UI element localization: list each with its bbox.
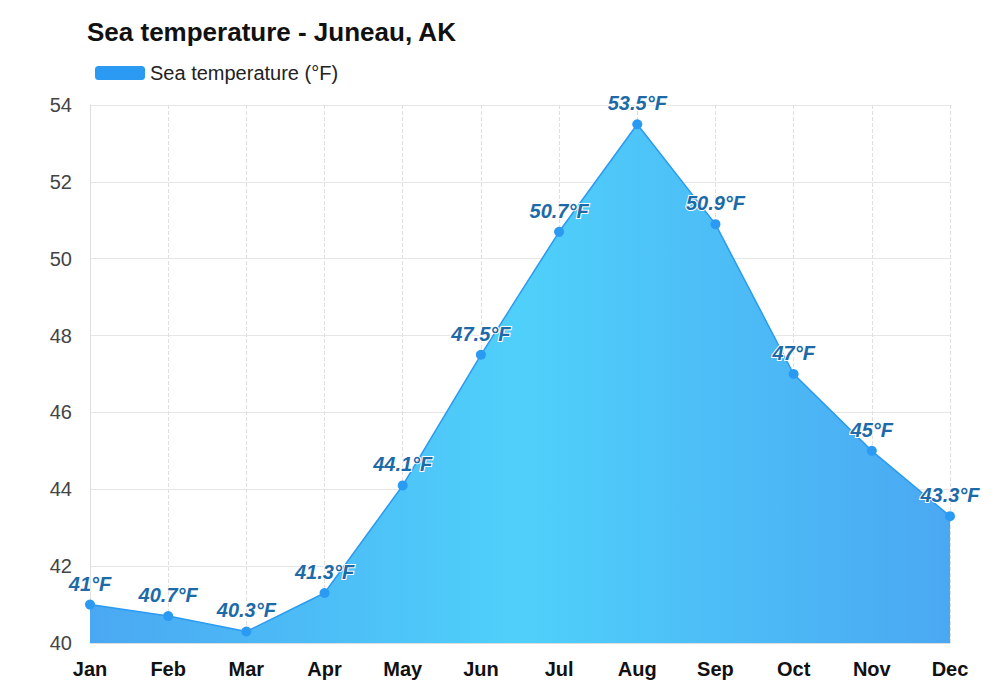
svg-text:Jun: Jun	[463, 658, 499, 680]
svg-text:Mar: Mar	[229, 658, 265, 680]
svg-text:Feb: Feb	[150, 658, 186, 680]
svg-text:Apr: Apr	[307, 658, 342, 680]
svg-text:40.7°F: 40.7°F	[138, 584, 199, 606]
svg-text:45°F: 45°F	[850, 419, 894, 441]
svg-text:40.3°F: 40.3°F	[216, 599, 277, 621]
svg-text:50: 50	[50, 248, 72, 270]
svg-text:Jul: Jul	[545, 658, 574, 680]
svg-text:Sep: Sep	[697, 658, 734, 680]
svg-text:May: May	[383, 658, 423, 680]
svg-text:Dec: Dec	[932, 658, 969, 680]
svg-text:43.3°F: 43.3°F	[919, 484, 980, 506]
svg-text:44: 44	[50, 478, 72, 500]
svg-text:46: 46	[50, 401, 72, 423]
svg-text:Aug: Aug	[618, 658, 657, 680]
svg-text:Oct: Oct	[777, 658, 811, 680]
svg-text:Sea temperature - Juneau, AK: Sea temperature - Juneau, AK	[87, 17, 456, 47]
svg-text:Nov: Nov	[853, 658, 892, 680]
svg-text:54: 54	[50, 94, 72, 116]
svg-text:50.7°F: 50.7°F	[530, 200, 590, 222]
svg-text:44.1°F: 44.1°F	[372, 453, 433, 475]
svg-text:47°F: 47°F	[771, 342, 815, 364]
svg-text:42: 42	[49, 555, 72, 578]
svg-text:41.3°F: 41.3°F	[294, 561, 355, 583]
svg-text:52: 52	[50, 171, 72, 193]
svg-text:53.5°F: 53.5°F	[608, 92, 668, 114]
svg-text:48: 48	[50, 325, 72, 347]
svg-text:50.9°F: 50.9°F	[686, 192, 746, 214]
svg-text:47.5°F: 47.5°F	[450, 323, 511, 345]
svg-text:40: 40	[50, 632, 72, 654]
svg-text:Sea temperature (°F): Sea temperature (°F)	[150, 62, 338, 84]
svg-text:41°F: 41°F	[68, 573, 112, 595]
svg-text:Jan: Jan	[73, 658, 107, 680]
